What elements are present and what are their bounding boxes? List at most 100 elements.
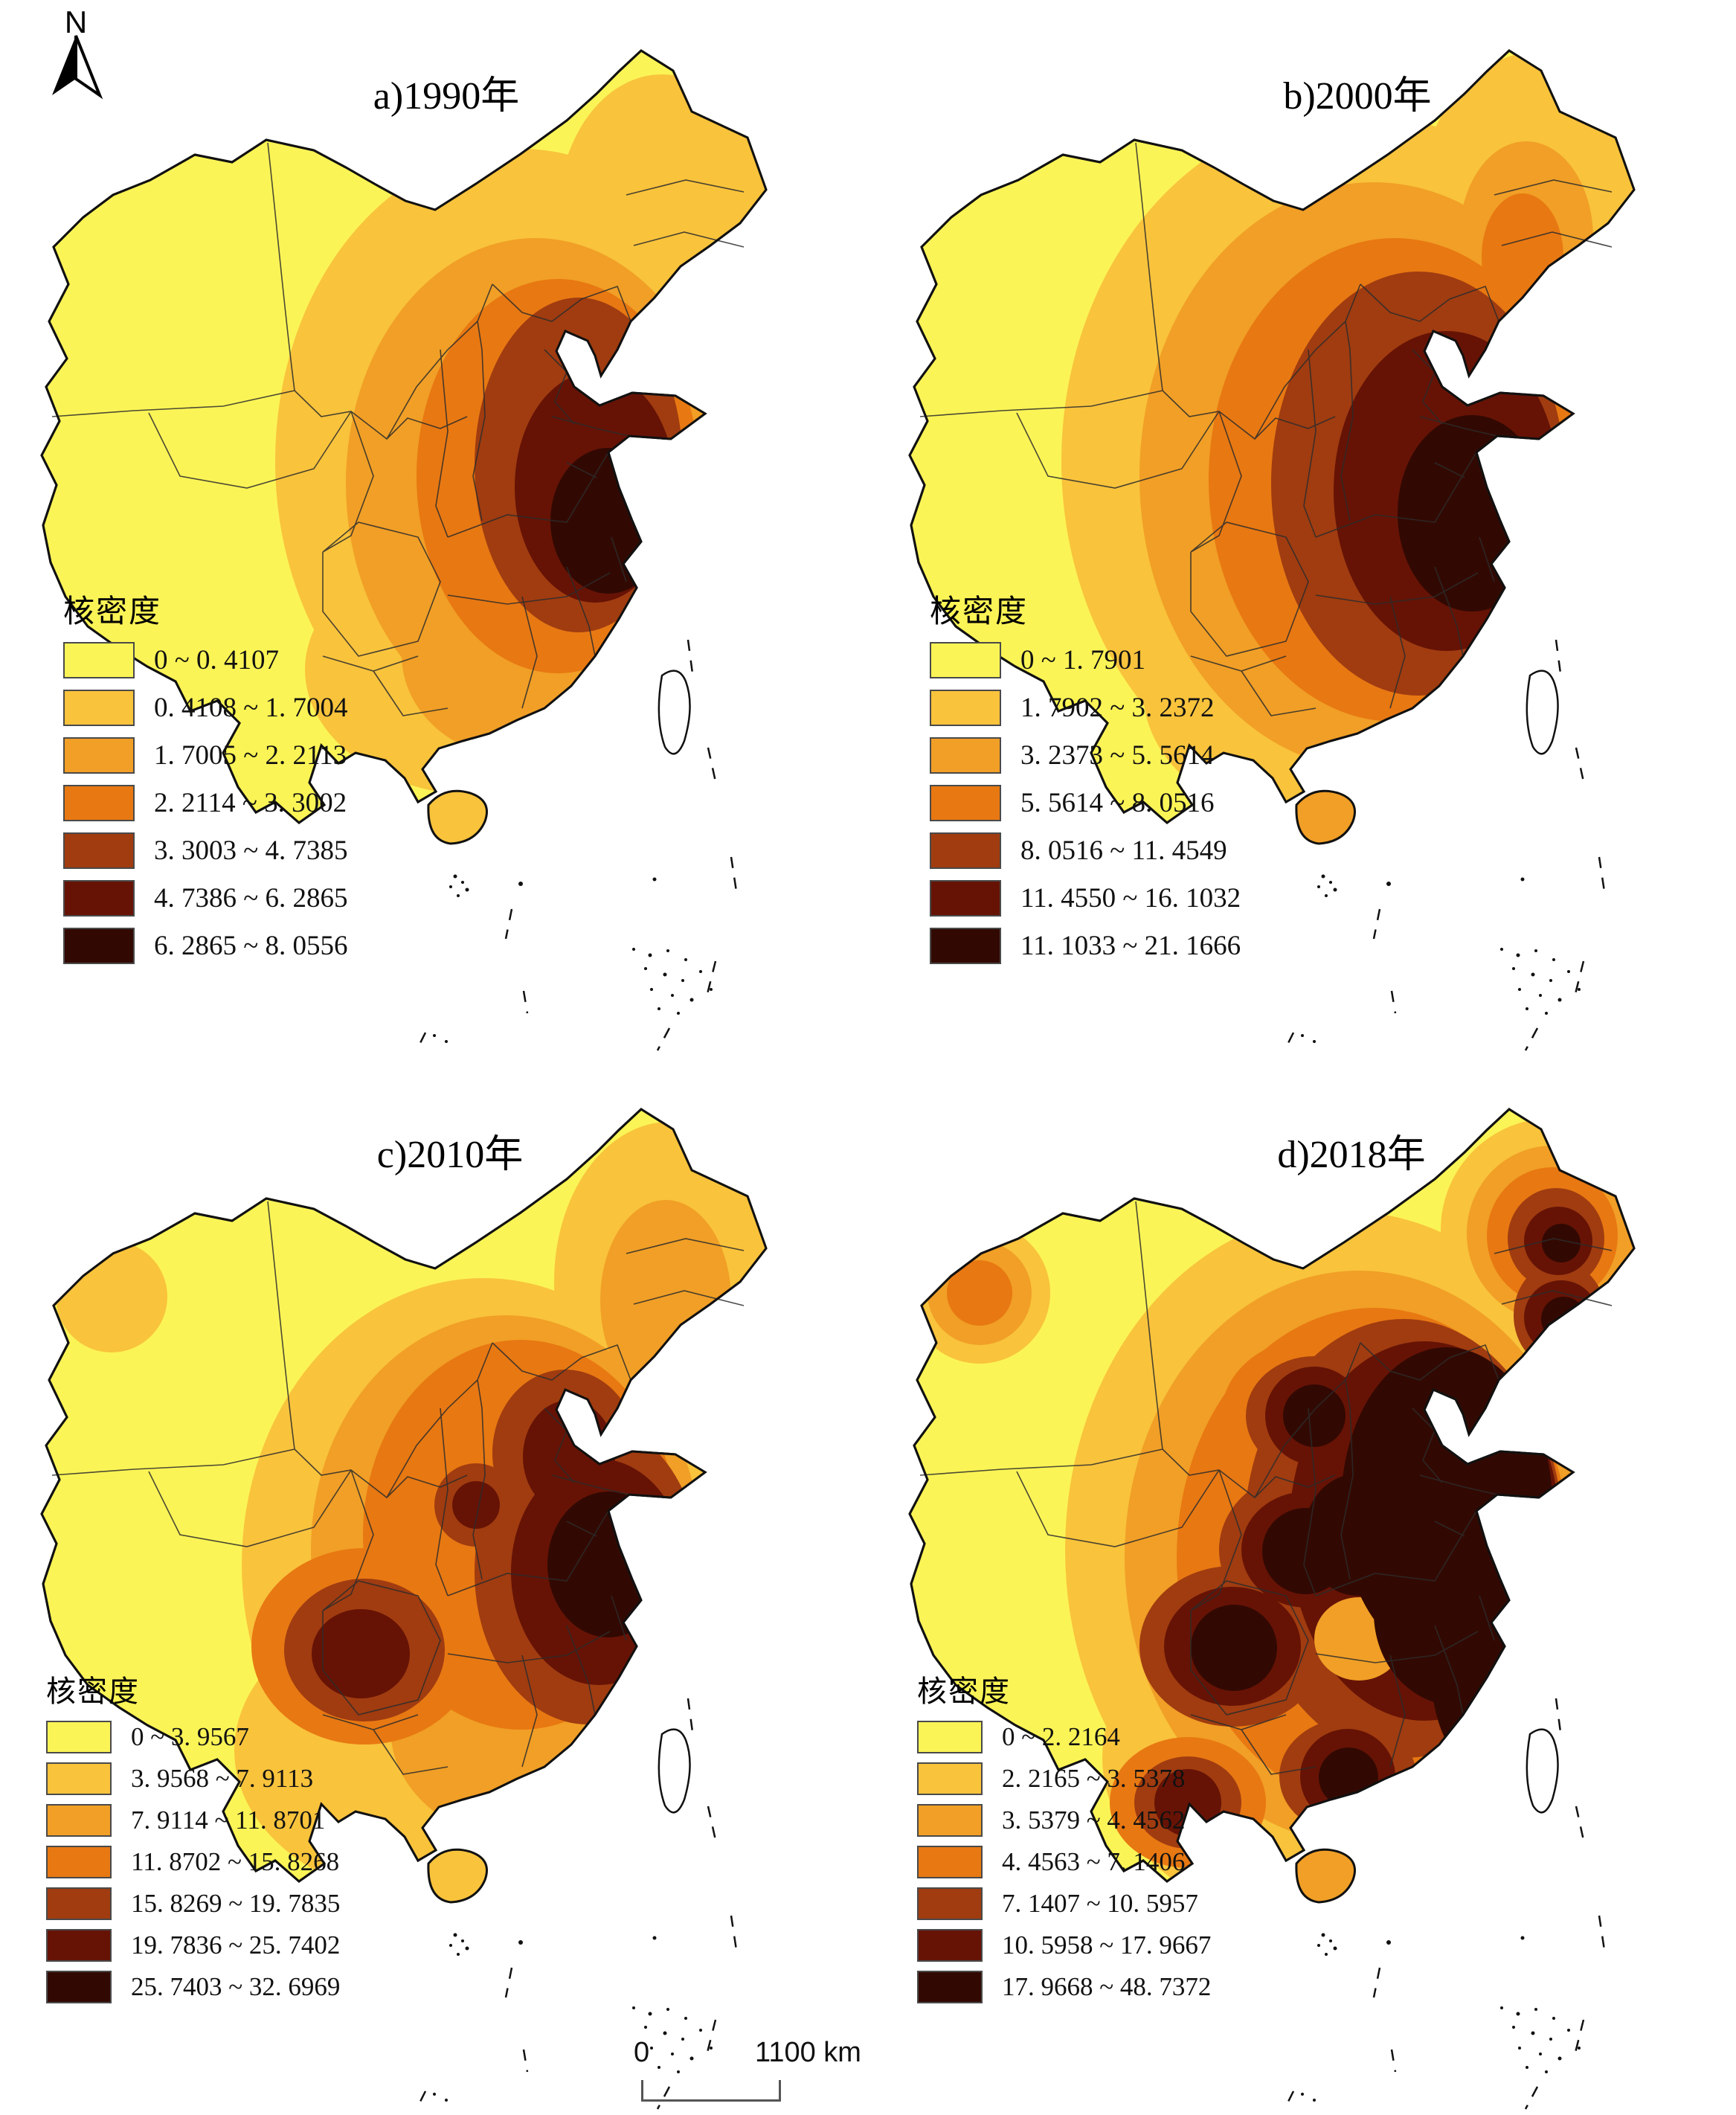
legend-range-label: 7. 1407 ~ 10. 5957 bbox=[1002, 1889, 1198, 1918]
density-map-2000 bbox=[908, 49, 1636, 1052]
legend-range-label: 11. 8702 ~ 15. 8268 bbox=[131, 1847, 340, 1876]
legend-swatch bbox=[46, 1929, 112, 1962]
legend-range-label: 5. 5614 ~ 8. 0516 bbox=[1020, 788, 1215, 818]
legend-range-label: 25. 7403 ~ 32. 6969 bbox=[131, 1972, 341, 2001]
legend-row: 11. 1033 ~ 21. 1666 bbox=[930, 928, 1241, 964]
legend-swatch bbox=[930, 642, 1001, 678]
legend-swatch bbox=[63, 832, 135, 869]
legend-swatch bbox=[930, 690, 1001, 726]
legend-row: 3. 9568 ~ 7. 9113 bbox=[46, 1762, 340, 1795]
legend-range-label: 0 ~ 3. 9567 bbox=[131, 1722, 249, 1751]
legend-row: 3. 5379 ~ 4. 4562 bbox=[917, 1804, 1211, 1837]
legend-range-label: 0 ~ 0. 4107 bbox=[154, 645, 280, 675]
legend-row: 5. 5614 ~ 8. 0516 bbox=[930, 785, 1241, 821]
legend-row: 19. 7836 ~ 25. 7402 bbox=[46, 1929, 340, 1962]
legend-range-label: 2. 2165 ~ 3. 5378 bbox=[1002, 1764, 1186, 1793]
panel-2010: c)2010年 核密度 0 ~ 3. 9567 bbox=[0, 1059, 868, 2115]
panel-title: c)2010年 bbox=[376, 1134, 524, 1176]
legend-row: 4. 4563 ~ 7. 1406 bbox=[917, 1846, 1211, 1878]
legend-swatch bbox=[917, 1762, 983, 1795]
panel-2018: d)2018年 bbox=[868, 1059, 1736, 2115]
legend-range-label: 2. 2114 ~ 3. 3002 bbox=[154, 788, 347, 818]
legend-row: 0. 4108 ~ 1. 7004 bbox=[63, 690, 348, 726]
legend-row: 25. 7403 ~ 32. 6969 bbox=[46, 1971, 340, 2003]
legend-swatch bbox=[46, 1762, 112, 1795]
legend-range-label: 4. 7386 ~ 6. 2865 bbox=[154, 883, 348, 914]
legend-row: 2. 2165 ~ 3. 5378 bbox=[917, 1762, 1211, 1795]
legend-range-label: 6. 2865 ~ 8. 0556 bbox=[154, 931, 348, 961]
legend-swatch bbox=[63, 880, 135, 917]
legend-range-label: 11. 1033 ~ 21. 1666 bbox=[1020, 931, 1241, 961]
legend-swatch bbox=[46, 1971, 112, 2003]
legend-row: 17. 9668 ~ 48. 7372 bbox=[917, 1971, 1211, 2003]
legend-swatch bbox=[63, 737, 135, 774]
legend-swatch bbox=[63, 642, 135, 678]
panel-title: a)1990年 bbox=[373, 75, 520, 118]
legend: 核密度 0 ~ 2. 2164 2. 2165 ~ 3. 5378 3. 537… bbox=[917, 1667, 1211, 2012]
legend-swatch bbox=[917, 1804, 983, 1837]
density-map-1990 bbox=[40, 49, 768, 1052]
legend-row: 11. 8702 ~ 15. 8268 bbox=[46, 1846, 340, 1878]
legend-swatch bbox=[917, 1887, 983, 1920]
legend-range-label: 3. 2373 ~ 5. 5614 bbox=[1020, 740, 1215, 771]
legend-range-label: 17. 9668 ~ 48. 7372 bbox=[1002, 1972, 1212, 2001]
scale-distance-label: 1100 km bbox=[755, 2037, 861, 2068]
scale-zero-label: 0 bbox=[634, 2037, 650, 2068]
legend-row: 0 ~ 0. 4107 bbox=[63, 642, 348, 678]
legend-range-label: 1. 7902 ~ 3. 2372 bbox=[1020, 693, 1215, 723]
legend-range-label: 0. 4108 ~ 1. 7004 bbox=[154, 693, 348, 723]
legend-range-label: 7. 9114 ~ 11. 8701 bbox=[131, 1806, 326, 1835]
legend-range-label: 15. 8269 ~ 19. 7835 bbox=[131, 1889, 341, 1918]
legend-range-label: 0 ~ 1. 7901 bbox=[1020, 645, 1146, 675]
legend-row: 1. 7005 ~ 2. 2113 bbox=[63, 737, 348, 774]
legend-title: 核密度 bbox=[930, 595, 1029, 629]
legend-row: 7. 1407 ~ 10. 5957 bbox=[917, 1887, 1211, 1920]
scale-bar: 0 1100 km bbox=[625, 2037, 863, 2108]
panel-title: b)2000年 bbox=[1283, 75, 1432, 118]
legend-range-label: 8. 0516 ~ 11. 4549 bbox=[1020, 835, 1227, 866]
legend-swatch bbox=[63, 690, 135, 726]
panel-title: d)2018年 bbox=[1277, 1134, 1426, 1176]
legend-swatch bbox=[63, 785, 135, 821]
legend-swatch bbox=[917, 1971, 983, 2003]
legend-swatch bbox=[46, 1887, 112, 1920]
legend-row: 0 ~ 1. 7901 bbox=[930, 642, 1241, 678]
legend-swatch bbox=[46, 1804, 112, 1837]
legend-range-label: 1. 7005 ~ 2. 2113 bbox=[154, 740, 347, 771]
legend: 核密度 0 ~ 3. 9567 3. 9568 ~ 7. 9113 7. 911… bbox=[46, 1667, 340, 2012]
legend-row: 3. 3003 ~ 4. 7385 bbox=[63, 832, 348, 869]
legend: 核密度 0 ~ 0. 4107 0. 4108 ~ 1. 7004 1. 700… bbox=[63, 586, 348, 975]
legend-row: 7. 9114 ~ 11. 8701 bbox=[46, 1804, 340, 1837]
legend-swatch bbox=[917, 1929, 983, 1962]
legend-range-label: 3. 9568 ~ 7. 9113 bbox=[131, 1764, 314, 1793]
north-arrow: N bbox=[31, 4, 120, 109]
legend-row: 4. 7386 ~ 6. 2865 bbox=[63, 880, 348, 917]
legend-swatch bbox=[930, 928, 1001, 964]
legend-range-label: 3. 5379 ~ 4. 4562 bbox=[1002, 1806, 1186, 1835]
legend-row: 0 ~ 3. 9567 bbox=[46, 1721, 340, 1753]
legend-range-label: 10. 5958 ~ 17. 9667 bbox=[1002, 1931, 1212, 1960]
legend-row: 0 ~ 2. 2164 bbox=[917, 1721, 1211, 1753]
legend-swatch bbox=[917, 1721, 983, 1753]
legend: 核密度 0 ~ 1. 7901 1. 7902 ~ 3. 2372 3. 237… bbox=[930, 586, 1241, 975]
legend-range-label: 0 ~ 2. 2164 bbox=[1002, 1722, 1120, 1751]
panel-2000: b)2000年 核密度 0 ~ 1. 7901 1. 7902 ~ 3. 237… bbox=[868, 0, 1736, 1056]
legend-row: 11. 4550 ~ 16. 1032 bbox=[930, 880, 1241, 917]
legend-row: 6. 2865 ~ 8. 0556 bbox=[63, 928, 348, 964]
legend-range-label: 11. 4550 ~ 16. 1032 bbox=[1020, 883, 1241, 914]
legend-row: 1. 7902 ~ 3. 2372 bbox=[930, 690, 1241, 726]
legend-title: 核密度 bbox=[917, 1675, 1011, 1708]
density-map-2018 bbox=[908, 1108, 1636, 2111]
legend-swatch bbox=[930, 832, 1001, 869]
legend-title: 核密度 bbox=[46, 1675, 140, 1708]
legend-range-label: 4. 4563 ~ 7. 1406 bbox=[1002, 1847, 1186, 1876]
legend-row: 10. 5958 ~ 17. 9667 bbox=[917, 1929, 1211, 1962]
legend-row: 8. 0516 ~ 11. 4549 bbox=[930, 832, 1241, 869]
legend-swatch bbox=[917, 1846, 983, 1878]
legend-swatch bbox=[930, 880, 1001, 917]
legend-swatch bbox=[930, 785, 1001, 821]
north-arrow-icon bbox=[52, 35, 103, 100]
legend-swatch bbox=[63, 928, 135, 964]
north-label: N bbox=[64, 4, 88, 39]
